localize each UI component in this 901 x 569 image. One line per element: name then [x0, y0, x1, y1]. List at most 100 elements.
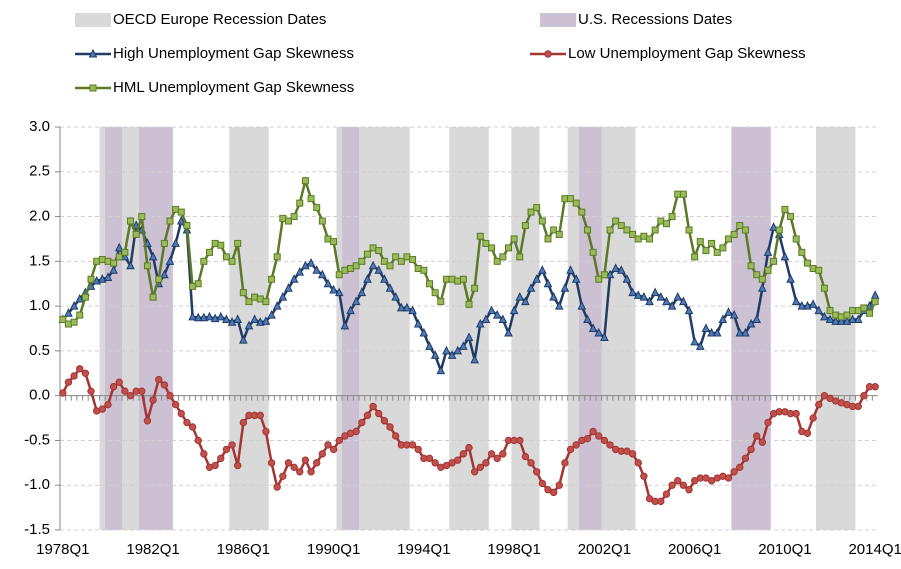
marker	[251, 293, 259, 301]
marker	[588, 323, 598, 332]
marker	[171, 238, 180, 247]
marker	[650, 287, 660, 297]
marker	[290, 213, 298, 221]
marker	[115, 378, 123, 386]
marker	[200, 450, 208, 458]
marker	[132, 230, 140, 238]
legend-label: Low Unemployment Gap Skewness	[568, 45, 806, 62]
marker	[708, 239, 716, 247]
marker	[341, 266, 349, 274]
marker	[554, 300, 564, 310]
marker	[741, 226, 749, 234]
marker	[691, 253, 699, 261]
marker	[239, 418, 248, 427]
marker	[657, 497, 665, 506]
marker	[115, 253, 123, 261]
marker	[127, 217, 135, 225]
marker	[459, 341, 468, 350]
marker	[329, 284, 338, 294]
marker	[764, 418, 772, 427]
marker	[228, 441, 236, 449]
legend-label: U.S. Recessions Dates	[578, 11, 732, 28]
marker	[312, 265, 321, 274]
marker	[668, 481, 676, 489]
marker	[809, 414, 817, 422]
marker	[454, 277, 462, 285]
x-tick-label: 2014Q1	[848, 541, 901, 558]
marker	[814, 305, 824, 315]
marker	[815, 266, 823, 274]
marker	[815, 400, 823, 409]
marker	[160, 269, 169, 279]
marker	[825, 314, 835, 324]
marker	[114, 242, 124, 252]
marker	[70, 372, 78, 380]
marker	[656, 292, 666, 301]
marker	[289, 274, 299, 283]
marker	[138, 213, 146, 221]
marker	[189, 282, 197, 290]
marker	[544, 235, 552, 243]
marker	[634, 235, 642, 243]
marker	[780, 251, 790, 261]
marker	[284, 283, 293, 292]
x-tick-label: 1998Q1	[487, 541, 540, 558]
marker	[318, 269, 327, 279]
marker	[284, 459, 293, 467]
marker	[166, 217, 174, 225]
marker	[791, 296, 801, 306]
marker	[521, 296, 530, 306]
x-tick-label: 1978Q1	[36, 541, 89, 558]
marker	[667, 300, 677, 310]
marker	[59, 389, 67, 397]
marker	[352, 262, 360, 270]
marker	[165, 256, 175, 265]
marker	[831, 316, 840, 325]
marker	[88, 48, 98, 58]
marker	[430, 350, 440, 359]
marker	[121, 387, 129, 395]
marker	[725, 235, 733, 243]
marker	[166, 391, 174, 400]
marker	[363, 411, 372, 420]
marker	[646, 235, 654, 243]
marker	[374, 265, 384, 274]
marker	[148, 251, 158, 261]
x-tick-label: 2010Q1	[758, 541, 811, 558]
marker	[120, 251, 130, 261]
recession-band	[579, 127, 602, 530]
marker	[392, 253, 400, 261]
marker	[245, 298, 253, 306]
marker	[702, 247, 710, 255]
marker	[437, 298, 445, 306]
marker	[871, 383, 879, 391]
y-tick-label: 1.5	[29, 252, 50, 269]
marker	[792, 409, 800, 418]
marker	[493, 257, 501, 265]
marker	[431, 289, 439, 297]
marker	[453, 345, 463, 355]
marker	[278, 292, 288, 301]
marker	[211, 461, 219, 470]
marker	[820, 284, 828, 292]
x-tick-label: 1994Q1	[397, 541, 450, 558]
marker	[414, 264, 422, 272]
marker	[138, 387, 146, 395]
marker	[764, 266, 772, 274]
marker	[448, 275, 456, 283]
marker	[335, 436, 343, 445]
marker	[769, 222, 778, 231]
marker	[499, 253, 507, 261]
marker	[267, 459, 276, 467]
marker	[589, 248, 597, 256]
marker	[561, 459, 569, 467]
marker	[707, 327, 716, 337]
marker	[464, 332, 474, 341]
marker	[736, 222, 744, 230]
marker	[595, 432, 603, 440]
marker	[634, 459, 642, 467]
marker	[409, 256, 417, 264]
y-tick-label: -0.5	[24, 431, 50, 448]
marker	[854, 402, 862, 411]
marker	[470, 354, 479, 364]
